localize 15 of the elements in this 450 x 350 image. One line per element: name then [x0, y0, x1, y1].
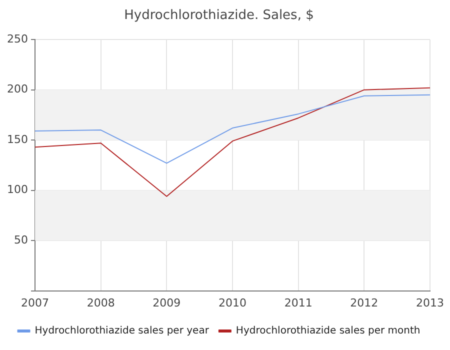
x-tick-label: 2008 [86, 296, 115, 310]
y-tick-label: 50 [14, 233, 28, 246]
y-tick-label: 200 [6, 82, 28, 96]
x-tick-label: 2011 [284, 296, 312, 310]
y-tick-label: 250 [6, 32, 28, 46]
x-tick-label: 2009 [152, 296, 181, 310]
legend-label: Hydrochlorothiazide sales per year [34, 326, 210, 337]
x-tick-label: 2013 [416, 296, 444, 310]
legend-label: Hydrochlorothiazide sales per month [236, 326, 420, 337]
chart-title: Hydrochlorothiazide. Sales, $ [124, 8, 314, 24]
y-tick-label: 100 [6, 183, 28, 196]
y-tick-label: 150 [6, 132, 28, 146]
x-tick-label: 2010 [218, 296, 246, 310]
x-tick-label: 2012 [350, 296, 378, 310]
x-tick-label: 2007 [20, 296, 49, 310]
